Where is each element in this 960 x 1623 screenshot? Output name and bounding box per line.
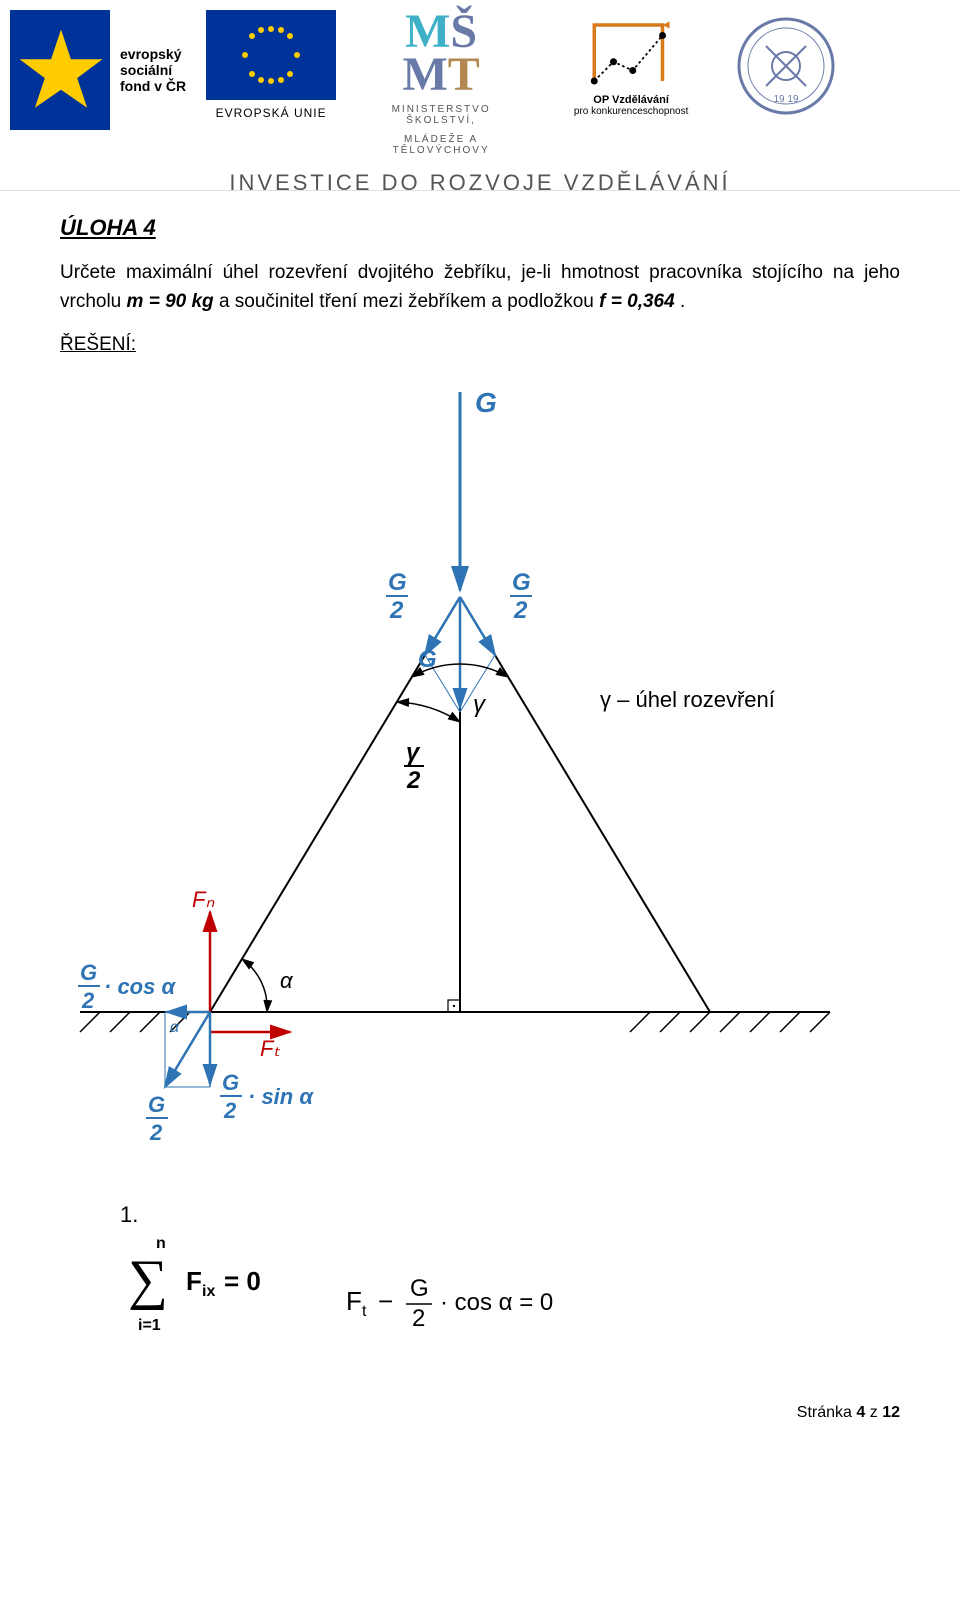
- logo-row: evropský sociální fond v ČR: [0, 0, 960, 156]
- svg-text:· cos α = 0: · cos α = 0: [440, 1289, 553, 1316]
- ladder-diagram: G G 2 G 2 G γ γ: [60, 372, 900, 1172]
- step-1-label: 1.: [120, 1202, 900, 1228]
- svg-text:t: t: [362, 1303, 367, 1320]
- svg-text:G: G: [512, 569, 531, 596]
- msmt-sub1: MINISTERSTVO ŠKOLSTVÍ,: [356, 104, 526, 126]
- op-line2: pro konkurenceschopnost: [574, 106, 689, 117]
- right-angle-dot: [453, 1005, 455, 1007]
- alpha-arc: [242, 959, 267, 1012]
- svg-text:G: G: [222, 1070, 239, 1095]
- eu-label: EVROPSKÁ UNIE: [216, 106, 327, 120]
- msmt-logo-icon: MŠ MT: [402, 10, 479, 96]
- op-logo-block: OP Vzdělávání pro konkurenceschopnost: [546, 10, 716, 117]
- svg-text:F: F: [346, 1286, 362, 1316]
- content: ÚLOHA 4 Určete maximální úhel rozevření …: [0, 191, 960, 1344]
- svg-text:· sin α: · sin α: [248, 1084, 314, 1109]
- label-g-main: G: [475, 387, 497, 418]
- header-banner: evropský sociální fond v ČR: [0, 0, 960, 191]
- svg-text:2: 2: [223, 1098, 237, 1123]
- solution-label: ŘEŠENÍ:: [60, 334, 900, 356]
- task-f-value: f = 0,364: [599, 291, 675, 312]
- label-g2-foot: G 2: [146, 1092, 168, 1145]
- seal-icon: 19 19: [736, 16, 836, 116]
- gamma2-arc: [397, 702, 460, 722]
- eu-stars-icon: [211, 15, 331, 95]
- label-g2cos: G 2 · cos α: [78, 960, 176, 1013]
- svg-text:2: 2: [406, 767, 421, 794]
- svg-text:· cos α: · cos α: [104, 974, 176, 999]
- eu-logo-block: EVROPSKÁ UNIE: [206, 10, 336, 120]
- seal-year: 19 19: [774, 94, 799, 105]
- svg-text:2: 2: [412, 1305, 425, 1332]
- label-ft: Fₜ: [260, 1036, 280, 1061]
- esf-star-icon: [16, 25, 106, 115]
- svg-text:γ: γ: [406, 739, 421, 766]
- svg-text:∑: ∑: [128, 1249, 168, 1311]
- footer-label: Stránka: [797, 1404, 857, 1421]
- ground-hatch: [80, 1012, 830, 1032]
- svg-text:G: G: [388, 569, 407, 596]
- msmt-logo-block: MŠ MT MINISTERSTVO ŠKOLSTVÍ, MLÁDEŽE A T…: [356, 10, 526, 156]
- ft-equation: F t − G 2 · cos α = 0: [326, 1268, 626, 1338]
- page: evropský sociální fond v ČR: [0, 0, 960, 1446]
- svg-text:G: G: [410, 1275, 429, 1302]
- esf-line2: sociální: [120, 62, 172, 78]
- svg-text:2: 2: [149, 1120, 163, 1145]
- task-title: ÚLOHA 4: [60, 215, 900, 241]
- equations-block: 1. n ∑ i=1 F ix = 0 F t − G 2 · cos α = …: [120, 1202, 900, 1344]
- svg-text:i=1: i=1: [138, 1317, 161, 1334]
- msmt-sub2: MLÁDEŽE A TĚLOVÝCHOVY: [356, 134, 526, 156]
- svg-text:−: −: [378, 1286, 393, 1316]
- task-text: Určete maximální úhel rozevření dvojitéh…: [60, 259, 900, 316]
- op-square-icon: [586, 18, 676, 88]
- footer-of: z: [870, 1404, 882, 1421]
- footer-page-num: 4: [856, 1404, 865, 1421]
- esf-line3: fond v ČR: [120, 78, 186, 94]
- esf-logo-block: evropský sociální fond v ČR: [10, 10, 186, 130]
- eu-flag-icon: [206, 10, 336, 100]
- svg-text:2: 2: [513, 597, 528, 624]
- footer-total: 12: [882, 1404, 900, 1421]
- banner-title: INVESTICE DO ROZVOJE VZDĚLÁVÁNÍ: [0, 170, 960, 196]
- svg-text:= 0: = 0: [224, 1266, 261, 1296]
- label-alpha: α: [280, 968, 294, 993]
- svg-text:2: 2: [389, 597, 404, 624]
- svg-text:ix: ix: [202, 1283, 215, 1300]
- label-gamma: γ: [473, 691, 487, 718]
- label-fn: Fₙ: [192, 887, 214, 912]
- force-g2-right: [460, 597, 495, 655]
- label-g2sin: G 2 · sin α: [220, 1070, 314, 1123]
- label-gamma-desc: γ – úhel rozevření: [600, 687, 775, 712]
- page-footer: Stránka 4 z 12: [0, 1344, 960, 1446]
- task-m-value: m = 90 kg: [127, 291, 214, 312]
- seal-block: 19 19: [736, 10, 836, 116]
- esf-text: evropský sociální fond v ČR: [120, 46, 186, 94]
- task-text-mid: a součinitel tření mezi žebříkem a podlo…: [219, 291, 599, 312]
- svg-text:G: G: [148, 1092, 165, 1117]
- sum-equation: n ∑ i=1 F ix = 0: [120, 1228, 320, 1338]
- label-alpha-small: α: [170, 1019, 180, 1036]
- esf-logo: [10, 10, 110, 130]
- svg-text:F: F: [186, 1266, 202, 1296]
- svg-text:G: G: [80, 960, 97, 985]
- esf-line1: evropský: [120, 46, 181, 62]
- svg-text:2: 2: [81, 988, 95, 1013]
- label-gamma2: γ 2: [404, 739, 424, 794]
- op-line1: OP Vzdělávání: [593, 94, 669, 106]
- task-text-end: .: [680, 291, 685, 312]
